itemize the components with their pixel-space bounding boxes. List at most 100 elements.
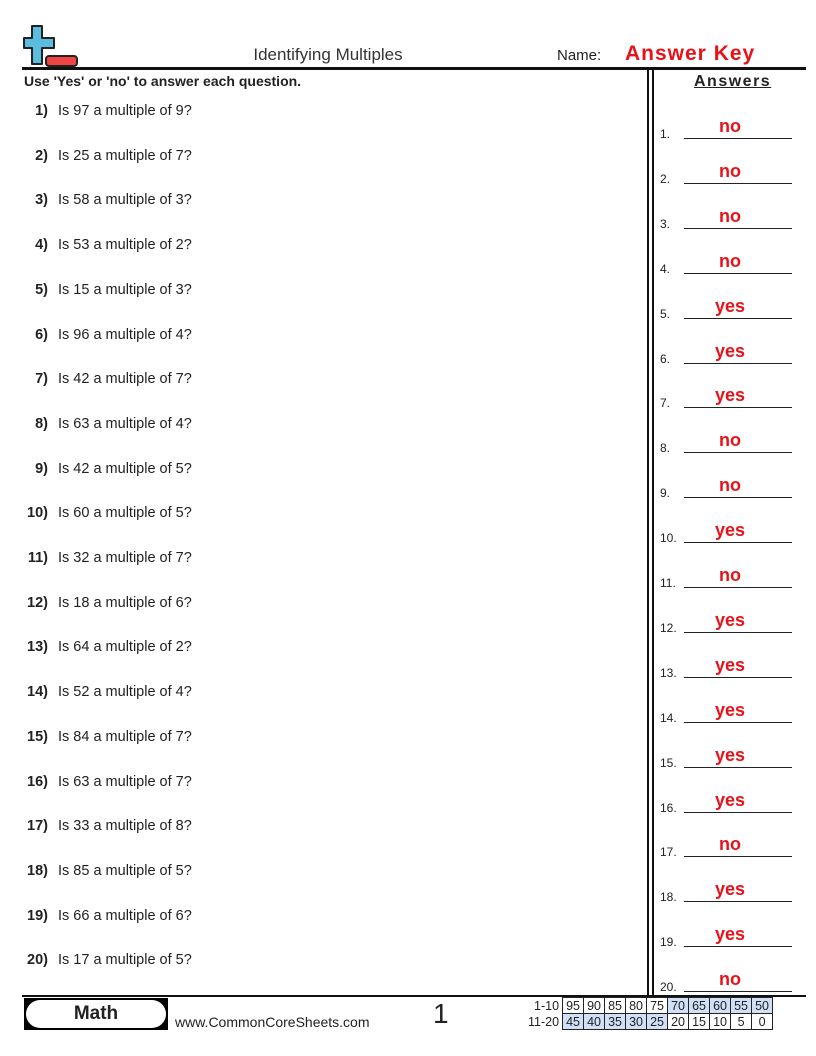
answer-number: 15. (660, 755, 677, 770)
answer-value: no (719, 250, 741, 271)
question-item: 13) Is 64 a multiple of 2? (20, 639, 192, 655)
question-number: 5) (35, 281, 48, 298)
answer-item: 6. yes (660, 341, 792, 366)
score-row-label: 1-10 (534, 998, 560, 1013)
question-number: 7) (35, 371, 48, 388)
answer-item: 3. no (660, 206, 792, 231)
question-number: 10) (27, 505, 48, 522)
answer-number: 6. (660, 351, 671, 366)
answer-line (684, 676, 792, 678)
answer-item: 13. yes (660, 654, 792, 680)
column-divider (647, 69, 649, 996)
answer-item: 18. yes (660, 879, 792, 905)
question-item: 1) Is 97 a multiple of 9? (20, 103, 192, 119)
score-cell: 55 (730, 997, 753, 1014)
question-text: Is 97 a multiple of 9? (58, 103, 192, 119)
answer-number: 16. (660, 800, 677, 815)
name-label: Name: (557, 47, 602, 64)
answer-line (684, 766, 792, 768)
answer-line (684, 452, 792, 454)
answer-value: yes (714, 744, 746, 765)
score-cell: 70 (667, 997, 690, 1014)
score-cell: 40 (583, 1013, 606, 1030)
score-cell: 10 (709, 1013, 732, 1030)
answer-value: yes (714, 654, 746, 675)
answer-number: 10. (660, 531, 677, 546)
answer-number: 1. (660, 127, 671, 141)
answer-value: no (719, 160, 741, 181)
question-item: 2) Is 25 a multiple of 7? (20, 148, 192, 164)
score-cell: 35 (604, 1013, 627, 1030)
website-link[interactable]: www.CommonCoreSheets.com (175, 1014, 370, 1030)
question-text: Is 42 a multiple of 5? (58, 460, 192, 477)
answer-line (684, 901, 792, 903)
answer-item: 10. yes (660, 520, 792, 546)
question-text: Is 17 a multiple of 5? (58, 952, 192, 969)
score-cell: 5 (730, 1013, 753, 1030)
answer-number: 12. (660, 620, 677, 635)
question-number: 2) (35, 147, 48, 164)
question-item: 9) Is 42 a multiple of 5? (20, 461, 192, 477)
score-row: 11-20 45 40 35 30 25 20 15 10 5 0 (525, 1013, 774, 1030)
answer-number: 18. (660, 890, 677, 905)
answer-number: 17. (660, 845, 677, 860)
subject-label: Math (26, 1000, 166, 1028)
answer-item: 7. yes (660, 385, 792, 411)
score-cell: 45 (562, 1013, 585, 1030)
answer-item: 15. yes (660, 744, 792, 770)
score-cell: 25 (646, 1013, 669, 1030)
answer-item: 2. no (660, 160, 792, 186)
question-text: Is 15 a multiple of 3? (58, 281, 192, 298)
question-number: 18) (27, 862, 48, 879)
answer-line (684, 272, 792, 274)
worksheet-title: Identifying Multiples (253, 45, 403, 64)
answer-line (684, 631, 792, 633)
question-item: 7) Is 42 a multiple of 7? (20, 371, 192, 387)
answers-heading: Answers (694, 73, 772, 90)
answer-number: 5. (660, 306, 671, 321)
answer-number: 3. (660, 216, 671, 231)
question-number: 13) (27, 639, 48, 656)
question-text: Is 64 a multiple of 2? (58, 639, 192, 656)
answer-number: 8. (660, 441, 671, 456)
score-cell: 15 (688, 1013, 711, 1030)
question-text: Is 60 a multiple of 5? (58, 505, 192, 522)
question-number: 17) (27, 818, 48, 835)
answer-line (684, 991, 792, 993)
question-text: Is 63 a multiple of 7? (58, 773, 192, 790)
answer-line (684, 856, 792, 858)
question-number: 14) (27, 684, 48, 701)
answer-line (684, 182, 792, 184)
answer-item: 1. no (660, 116, 792, 141)
logo-plus-minus-icon (23, 25, 78, 67)
answer-line (684, 227, 792, 229)
score-cell: 85 (604, 997, 627, 1014)
answer-number: 13. (660, 665, 677, 680)
question-item: 17) Is 33 a multiple of 8? (20, 818, 192, 834)
question-item: 20) Is 17 a multiple of 5? (20, 952, 192, 968)
question-item: 8) Is 63 a multiple of 4? (20, 416, 192, 432)
answer-value: no (719, 116, 741, 136)
question-text: Is 42 a multiple of 7? (58, 371, 192, 388)
answer-value: no (719, 969, 741, 990)
score-cell: 60 (709, 997, 732, 1014)
answer-number: 11. (660, 576, 676, 590)
answer-line (684, 407, 792, 409)
answer-item: 9. no (660, 475, 792, 500)
answer-line (684, 946, 792, 948)
question-item: 19) Is 66 a multiple of 6? (20, 908, 192, 924)
score-cell: 50 (751, 997, 774, 1014)
answer-line (684, 587, 792, 588)
question-number: 6) (35, 326, 48, 343)
question-number: 15) (27, 728, 48, 745)
question-number: 16) (27, 773, 48, 790)
answer-value: no (719, 834, 741, 855)
answer-number: 2. (660, 171, 671, 186)
question-text: Is 52 a multiple of 4? (58, 684, 192, 701)
score-cell: 30 (625, 1013, 648, 1030)
question-number: 4) (35, 237, 48, 254)
question-number: 19) (27, 907, 48, 924)
question-item: 6) Is 96 a multiple of 4? (20, 327, 192, 343)
answer-line (684, 811, 792, 813)
answer-number: 7. (660, 396, 671, 411)
